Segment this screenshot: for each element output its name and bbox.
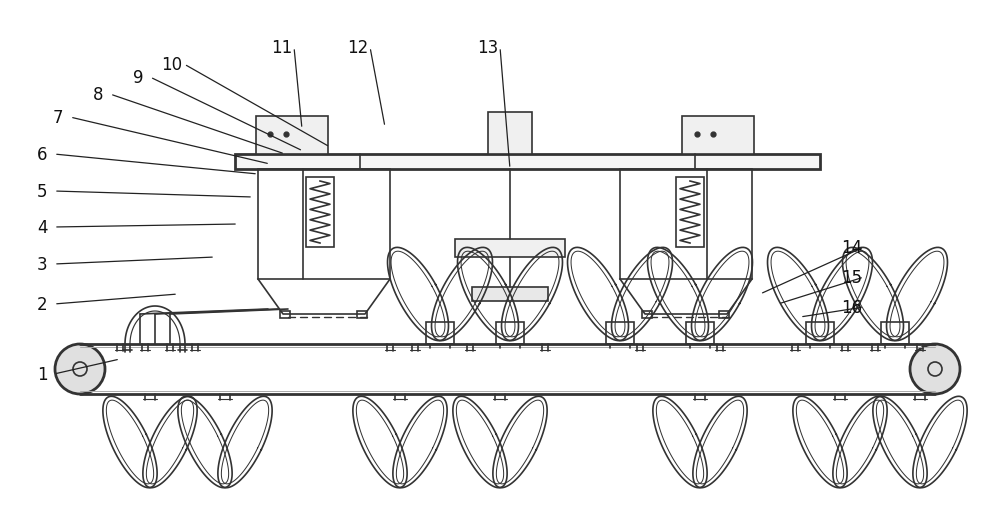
Bar	[426, 322, 454, 344]
Bar	[258, 170, 390, 279]
Bar	[280, 312, 290, 318]
Bar	[235, 155, 820, 170]
Bar	[620, 170, 752, 279]
Circle shape	[910, 344, 960, 394]
Bar	[682, 117, 754, 155]
Text: 5: 5	[37, 183, 47, 200]
Bar	[881, 322, 909, 344]
Text: 1: 1	[37, 365, 47, 383]
Text: 10: 10	[161, 56, 183, 74]
Text: 9: 9	[133, 69, 143, 87]
Text: 8: 8	[93, 86, 103, 104]
Text: 3: 3	[37, 256, 47, 274]
Bar	[719, 312, 729, 318]
Bar	[676, 178, 704, 247]
Circle shape	[55, 344, 105, 394]
Bar	[472, 287, 548, 301]
Bar	[606, 322, 634, 344]
Text: 4: 4	[37, 219, 47, 236]
Text: 14: 14	[841, 238, 863, 257]
Bar	[488, 113, 532, 155]
Text: 11: 11	[271, 39, 293, 57]
Text: 13: 13	[477, 39, 499, 57]
Bar	[642, 312, 652, 318]
Bar	[256, 117, 328, 155]
Bar	[496, 322, 524, 344]
Text: 12: 12	[347, 39, 369, 57]
Bar	[455, 239, 565, 258]
Text: 6: 6	[37, 146, 47, 164]
Text: 15: 15	[841, 269, 863, 286]
Text: 16: 16	[841, 298, 863, 316]
Text: 7: 7	[53, 109, 63, 127]
Text: 2: 2	[37, 295, 47, 314]
Bar	[306, 178, 334, 247]
Bar	[806, 322, 834, 344]
Bar	[357, 312, 367, 318]
Bar	[686, 322, 714, 344]
